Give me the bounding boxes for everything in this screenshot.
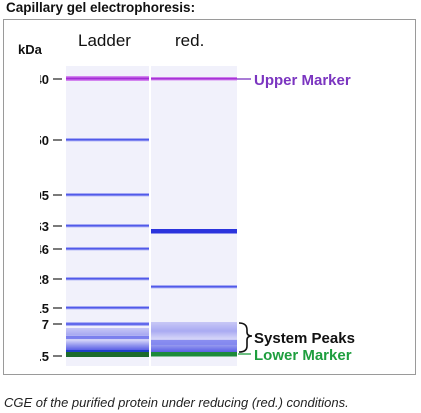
tick-label: 46 (40, 242, 49, 257)
ladder-band-46 (66, 247, 149, 251)
unit-label: kDa (18, 42, 42, 57)
sample-band-upper-marker (151, 77, 237, 81)
ladder-band-63 (66, 224, 149, 228)
gel-frame (3, 19, 416, 375)
tick-label: 4.5 (40, 349, 49, 364)
ladder-lower-marker-band (66, 352, 149, 357)
ladder-band-7 (66, 322, 149, 326)
sample-bands (151, 77, 237, 357)
ladder-band-240 (66, 76, 149, 81)
gel-image: 240 150 95 63 46 28 15 7 4.5 Up (40, 66, 355, 366)
tick-label: 28 (40, 272, 49, 287)
lower-marker-label: Lower Marker (254, 347, 352, 364)
sample-lane-header: red. (175, 31, 205, 50)
ladder-band-28 (66, 277, 149, 281)
ladder-system-band (66, 336, 149, 339)
ladder-band-150 (66, 138, 149, 142)
sample-system-peaks (151, 322, 237, 352)
sample-lane (151, 66, 237, 366)
sample-system-band (151, 340, 237, 345)
sample-lower-marker-band (151, 352, 237, 357)
ladder-band-15 (66, 306, 149, 310)
ladder-lane-header: Ladder (78, 31, 131, 50)
tick-label: 150 (40, 133, 49, 148)
system-peaks-brace (238, 322, 253, 353)
ladder-bands (66, 76, 149, 357)
tick-label: 63 (40, 219, 49, 234)
sample-band-minor (151, 285, 237, 289)
tick-label: 95 (40, 188, 49, 203)
upper-marker-label: Upper Marker (254, 72, 351, 89)
sample-band-main (151, 229, 237, 234)
tick-label: 15 (40, 301, 49, 316)
ladder-lane (66, 66, 149, 366)
tick-marks (53, 78, 62, 357)
system-peaks-label: System Peaks (254, 330, 355, 347)
figure-title: Capillary gel electrophoresis: (6, 0, 196, 15)
tick-label: 7 (42, 317, 49, 332)
figure-caption: CGE of the purified protein under reduci… (4, 395, 349, 410)
ladder-band-95 (66, 193, 149, 197)
tick-label: 240 (40, 72, 49, 87)
